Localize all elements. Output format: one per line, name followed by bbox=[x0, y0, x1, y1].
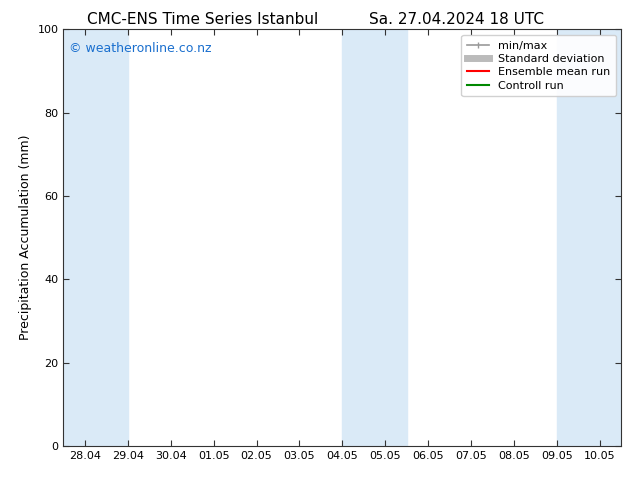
Text: CMC-ENS Time Series Istanbul: CMC-ENS Time Series Istanbul bbox=[87, 12, 318, 27]
Text: Sa. 27.04.2024 18 UTC: Sa. 27.04.2024 18 UTC bbox=[369, 12, 544, 27]
Bar bbox=[63, 29, 128, 446]
Legend: min/max, Standard deviation, Ensemble mean run, Controll run: min/max, Standard deviation, Ensemble me… bbox=[462, 35, 616, 96]
Y-axis label: Precipitation Accumulation (mm): Precipitation Accumulation (mm) bbox=[19, 135, 32, 341]
Text: © weatheronline.co.nz: © weatheronline.co.nz bbox=[69, 42, 212, 55]
Bar bbox=[557, 29, 621, 446]
Bar bbox=[342, 29, 407, 446]
